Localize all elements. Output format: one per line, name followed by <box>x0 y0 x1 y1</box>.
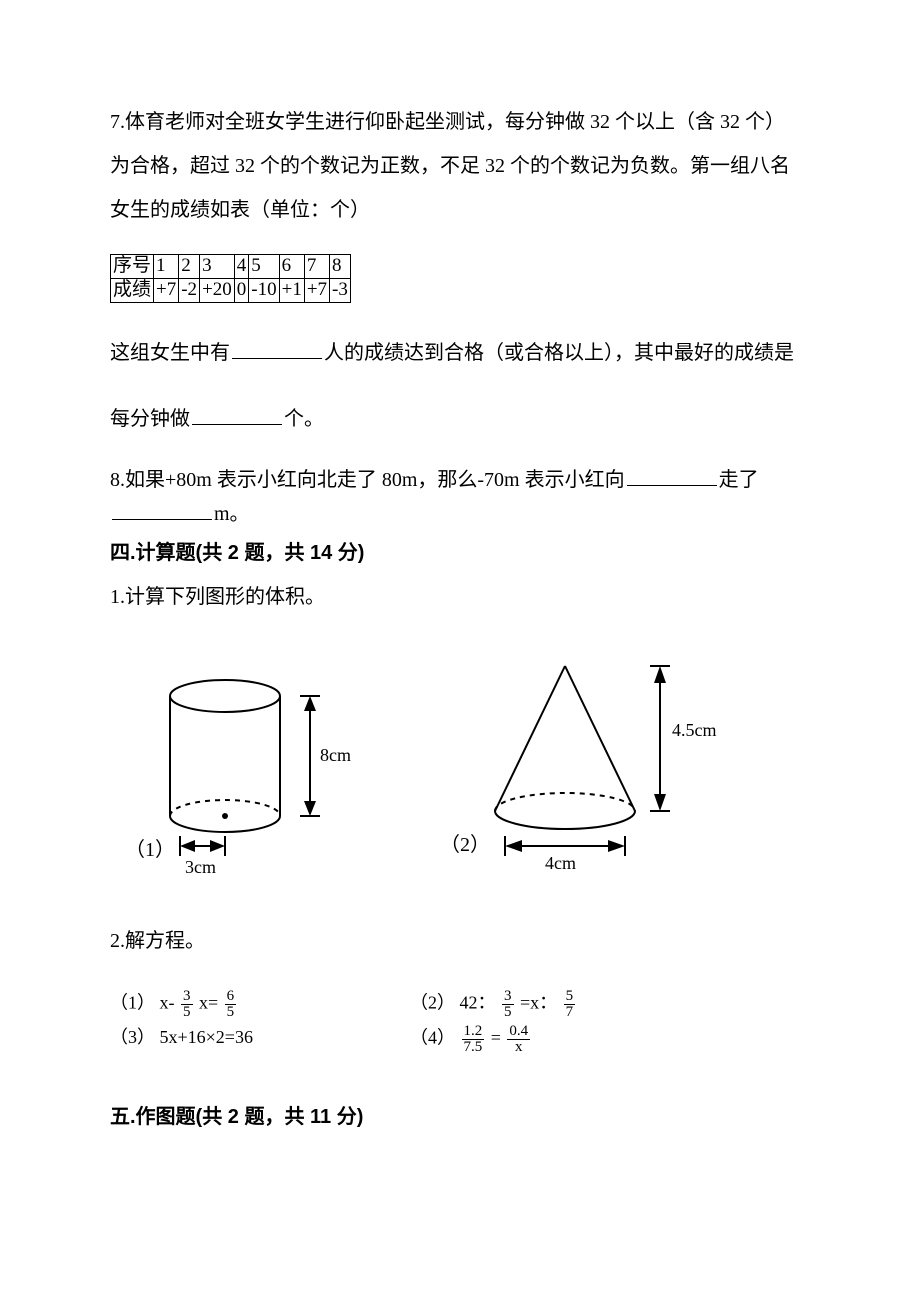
text: 8.如果+80m 表示小红向北走了 80m，那么-70m 表示小红向 <box>110 469 625 491</box>
col-6: 6 <box>279 255 304 279</box>
equation-4: （4） 1.27.5 = 0.4x <box>410 1024 810 1055</box>
title-text: 五.作图题(共 2 题，共 11 分) <box>110 1106 363 1128</box>
den: 5 <box>181 1005 193 1020</box>
fraction: 0.4x <box>507 1024 530 1055</box>
q7-line2: 为合格，超过 32 个的个数记为正数，不足 32 个的个数记为负数。第一组八名 <box>110 144 810 188</box>
col-2: 2 <box>179 255 200 279</box>
val-7: +7 <box>304 278 329 302</box>
den: 5 <box>502 1005 514 1020</box>
q7-after2: 每分钟做 个。 <box>110 397 810 441</box>
index-label: （1） <box>125 838 175 861</box>
blank <box>232 338 322 359</box>
col-1: 1 <box>154 255 179 279</box>
col-7: 7 <box>304 255 329 279</box>
section-4-title: 四.计算题(共 2 题，共 14 分) <box>110 531 810 575</box>
col-4: 4 <box>234 255 249 279</box>
q7-line3: 女生的成绩如表（单位：个） <box>110 188 810 232</box>
den: x <box>507 1040 530 1055</box>
val-1: +7 <box>154 278 179 302</box>
fraction: 35 <box>181 989 193 1020</box>
text: 走了 <box>719 469 759 491</box>
val-2: -2 <box>179 278 200 302</box>
text: 个。 <box>284 408 324 430</box>
q8: 8.如果+80m 表示小红向北走了 80m，那么-70m 表示小红向 走了 m。 <box>110 463 810 531</box>
num: 3 <box>502 989 514 1005</box>
col-3: 3 <box>200 255 235 279</box>
fraction: 65 <box>225 989 237 1020</box>
text: x= <box>199 992 223 1012</box>
radius-label: 3cm <box>185 857 216 877</box>
equation-row-2: （3） 5x+16×2=36 （4） 1.27.5 = 0.4x <box>110 1024 810 1055</box>
sec4-q1: 1.计算下列图形的体积。 <box>110 575 810 619</box>
col-8: 8 <box>330 255 351 279</box>
label: （2） <box>410 992 455 1012</box>
sec4-q2: 2.解方程。 <box>110 919 810 963</box>
val-5: -10 <box>249 278 279 302</box>
text: m。 <box>214 503 250 525</box>
text: 42： <box>460 992 496 1012</box>
q7-after1: 这组女生中有 人的成绩达到合格（或合格以上），其中最好的成绩是 <box>110 331 810 375</box>
text: 这组女生中有 <box>110 342 230 364</box>
blank <box>627 465 717 486</box>
num: 0.4 <box>507 1024 530 1040</box>
label: （3） <box>110 1027 155 1047</box>
num: 5 <box>564 989 576 1005</box>
score-table: 序号 1 2 3 4 5 6 7 8 成绩 +7 -2 +20 0 -10 +1… <box>110 254 351 303</box>
height-label: 4.5cm <box>672 720 717 740</box>
val-3: +20 <box>200 278 235 302</box>
num: 6 <box>225 989 237 1005</box>
row-label: 成绩 <box>111 278 154 302</box>
equation-1: （1） x- 35 x= 65 <box>110 989 410 1020</box>
figure-row: 8cm 3cm （1） 4.5cm <box>110 651 810 897</box>
den: 5 <box>225 1005 237 1020</box>
fraction: 57 <box>564 989 576 1020</box>
label: （1） <box>110 992 155 1012</box>
diameter-label: 4cm <box>545 853 576 873</box>
table-row: 序号 1 2 3 4 5 6 7 8 <box>111 255 351 279</box>
title-text: 四.计算题(共 2 题，共 14 分) <box>110 542 364 564</box>
col-5: 5 <box>249 255 279 279</box>
figure-cylinder: 8cm 3cm （1） <box>120 661 380 897</box>
text: = <box>491 1027 506 1047</box>
cone-svg: 4.5cm 4cm （2） <box>440 651 720 881</box>
index-label: （2） <box>440 833 490 856</box>
text: =x： <box>520 992 557 1012</box>
equation-2: （2） 42： 35 =x： 57 <box>410 989 810 1020</box>
fraction: 1.27.5 <box>462 1024 485 1055</box>
q7-line1: 7.体育老师对全班女学生进行仰卧起坐测试，每分钟做 32 个以上（含 32 个） <box>110 100 810 144</box>
figure-cone: 4.5cm 4cm （2） <box>440 651 720 897</box>
text: x- <box>160 992 175 1012</box>
height-label: 8cm <box>320 745 351 765</box>
equation-row-1: （1） x- 35 x= 65 （2） 42： 35 =x： 57 <box>110 989 810 1020</box>
text: 5x+16×2=36 <box>160 1027 253 1047</box>
blank <box>192 404 282 425</box>
val-8: -3 <box>330 278 351 302</box>
den: 7 <box>564 1005 576 1020</box>
label: （4） <box>410 1027 455 1047</box>
fraction: 35 <box>502 989 514 1020</box>
den: 7.5 <box>462 1040 485 1055</box>
val-6: +1 <box>279 278 304 302</box>
cylinder-svg: 8cm 3cm （1） <box>120 661 380 881</box>
text: 人的成绩达到合格（或合格以上），其中最好的成绩是 <box>324 342 794 364</box>
table-row: 成绩 +7 -2 +20 0 -10 +1 +7 -3 <box>111 278 351 302</box>
header-label: 序号 <box>111 255 154 279</box>
num: 3 <box>181 989 193 1005</box>
num: 1.2 <box>462 1024 485 1040</box>
section-5-title: 五.作图题(共 2 题，共 11 分) <box>110 1095 810 1139</box>
equation-3: （3） 5x+16×2=36 <box>110 1024 410 1055</box>
text: 每分钟做 <box>110 408 190 430</box>
blank <box>112 499 212 520</box>
val-4: 0 <box>234 278 249 302</box>
